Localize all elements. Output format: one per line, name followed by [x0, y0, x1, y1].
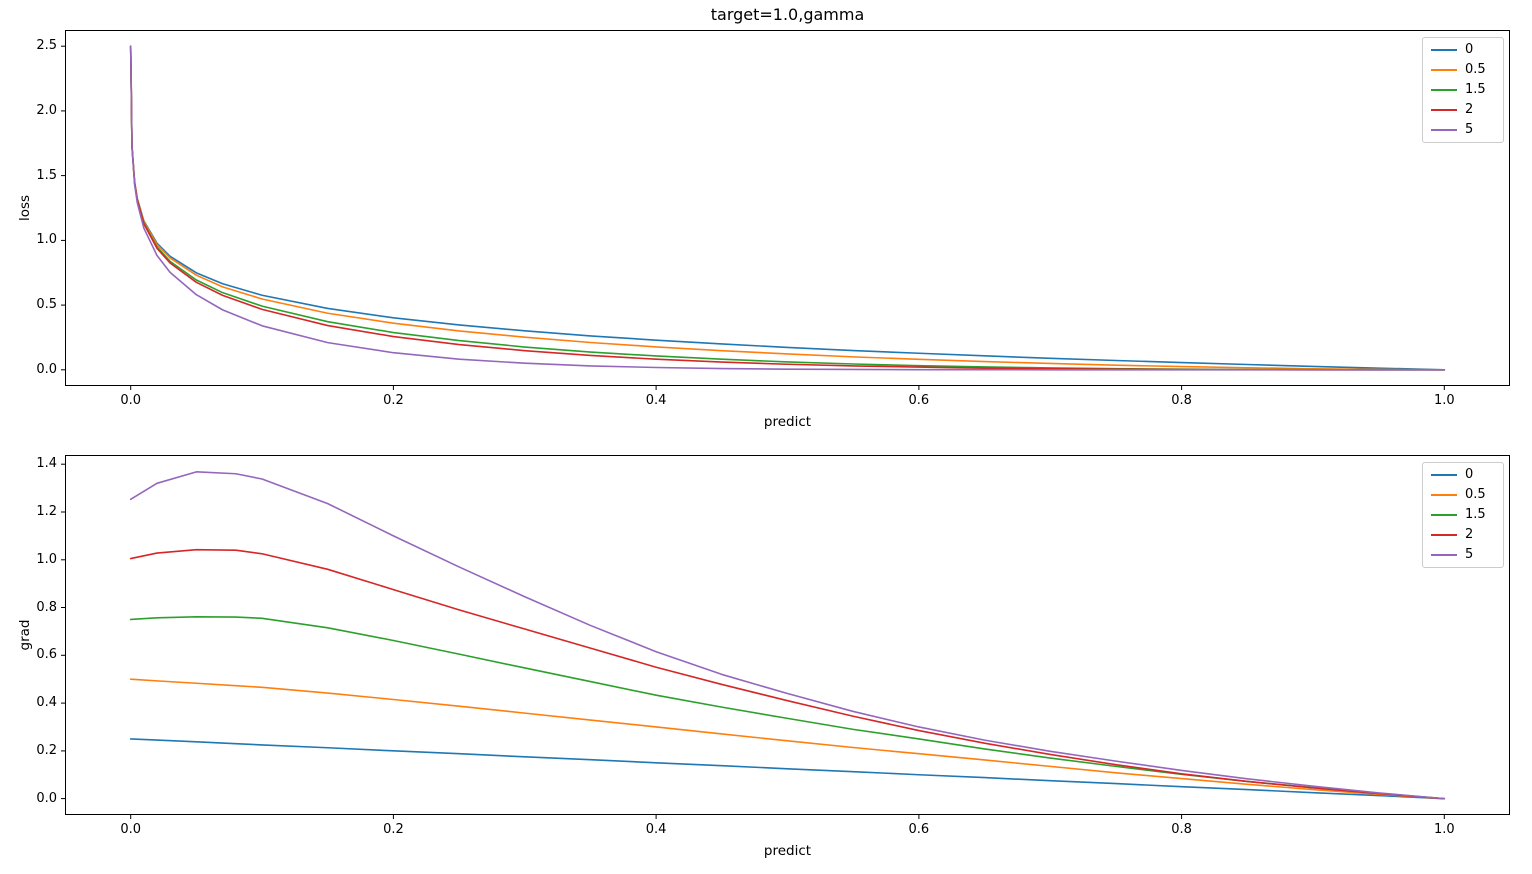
- legend-label: 5: [1465, 122, 1474, 137]
- legend-item: 0: [1431, 468, 1495, 482]
- y-tick-label: 0.4: [36, 695, 57, 711]
- y-tick-label: 2.5: [36, 38, 57, 54]
- x-tick-label: 0.4: [645, 822, 667, 837]
- legend: 0 0.5 1.5 2 5: [1422, 37, 1504, 143]
- y-tick-label: 1.5: [36, 167, 57, 183]
- legend: 0 0.5 1.5 2 5: [1422, 462, 1504, 568]
- y-tick-label: 1.2: [36, 503, 57, 519]
- legend-item: 0: [1431, 43, 1495, 57]
- x-tick-label: 0.2: [383, 822, 404, 837]
- x-tick-label: 0.6: [908, 822, 930, 837]
- y-tick-label: 0.0: [36, 790, 57, 806]
- legend-line-sample: [1431, 534, 1457, 536]
- y-tick-label: 0.5: [36, 297, 57, 313]
- y-tick-label: 0.8: [36, 599, 57, 615]
- y-tick-label: 1.0: [36, 232, 57, 248]
- x-axis-label: predict: [763, 414, 812, 430]
- y-tick-label: 1.4: [36, 456, 57, 472]
- y-axis-label: loss: [17, 194, 33, 222]
- legend-label: 1.5: [1465, 507, 1486, 522]
- legend-label: 0: [1465, 467, 1474, 482]
- legend-line-sample: [1431, 89, 1457, 91]
- axes-spines: [65, 30, 1510, 386]
- legend-label: 0.5: [1465, 62, 1486, 77]
- x-tick-label: 0.8: [1171, 822, 1192, 837]
- series-line-gamma-2: [129, 45, 1446, 371]
- legend-line-sample: [1431, 554, 1457, 556]
- legend-line-sample: [1431, 494, 1457, 496]
- figure-title: target=1.0,gamma: [710, 5, 865, 24]
- series-line-gamma-0: [129, 738, 1446, 800]
- legend-item: 2: [1431, 528, 1495, 542]
- x-tick-label: 0.0: [120, 822, 142, 837]
- y-tick-label: 2.0: [36, 102, 57, 118]
- legend-item: 0.5: [1431, 488, 1495, 502]
- legend-line-sample: [1431, 109, 1457, 111]
- legend-label: 5: [1465, 547, 1474, 562]
- x-tick-label: 0.6: [908, 393, 930, 408]
- legend-line-sample: [1431, 129, 1457, 131]
- series-line-gamma-5: [129, 45, 1446, 371]
- y-tick-label: 0.6: [36, 647, 57, 663]
- x-tick-label: 0.0: [120, 393, 142, 408]
- axes-spines: [65, 455, 1510, 815]
- legend-item: 1.5: [1431, 83, 1495, 97]
- legend-line-sample: [1431, 474, 1457, 476]
- legend-line-sample: [1431, 69, 1457, 71]
- series-line-gamma-2: [129, 548, 1446, 800]
- legend-label: 2: [1465, 102, 1474, 117]
- series-line-gamma-0: [129, 45, 1446, 371]
- y-tick-label: 0.2: [36, 742, 57, 758]
- y-tick-label: 0.0: [36, 361, 57, 377]
- x-axis-label: predict: [763, 843, 812, 859]
- series-line-gamma-0.5: [129, 678, 1446, 800]
- x-tick-label: 1.0: [1433, 822, 1455, 837]
- series-line-gamma-5: [129, 471, 1446, 800]
- series-line-gamma-1.5: [129, 616, 1446, 800]
- legend-item: 0.5: [1431, 63, 1495, 77]
- legend-line-sample: [1431, 514, 1457, 516]
- plot-area-grad: [61, 455, 1510, 819]
- y-axis-label: grad: [17, 619, 33, 651]
- legend-line-sample: [1431, 49, 1457, 51]
- x-tick-label: 1.0: [1433, 393, 1455, 408]
- x-tick-label: 0.8: [1171, 393, 1192, 408]
- legend-item: 5: [1431, 548, 1495, 562]
- series-line-gamma-1.5: [129, 45, 1446, 371]
- legend-label: 0.5: [1465, 487, 1486, 502]
- legend-item: 2: [1431, 103, 1495, 117]
- plot-area-loss: [61, 30, 1510, 390]
- legend-label: 2: [1465, 527, 1474, 542]
- legend-label: 1.5: [1465, 82, 1486, 97]
- y-tick-label: 1.0: [36, 551, 57, 567]
- series-line-gamma-0.5: [129, 45, 1446, 371]
- legend-item: 5: [1431, 123, 1495, 137]
- x-tick-label: 0.2: [383, 393, 404, 408]
- legend-item: 1.5: [1431, 508, 1495, 522]
- legend-label: 0: [1465, 42, 1474, 57]
- x-tick-label: 0.4: [645, 393, 667, 408]
